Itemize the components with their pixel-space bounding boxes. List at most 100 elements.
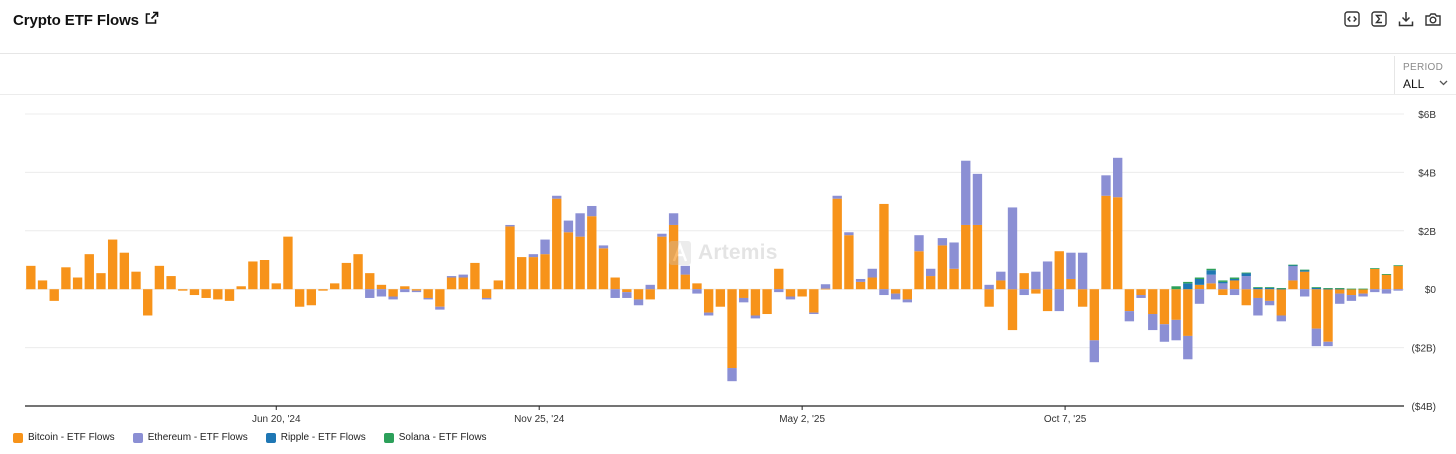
bar-segment[interactable] bbox=[1218, 280, 1228, 282]
bar-segment[interactable] bbox=[692, 283, 702, 290]
bar-segment[interactable] bbox=[809, 312, 819, 315]
bar-segment[interactable] bbox=[1276, 315, 1286, 322]
bar-segment[interactable] bbox=[1393, 265, 1403, 267]
bar-segment[interactable] bbox=[517, 257, 527, 290]
bar-segment[interactable] bbox=[1276, 288, 1286, 289]
bar-segment[interactable] bbox=[575, 213, 585, 237]
bar-segment[interactable] bbox=[1113, 197, 1123, 290]
bar-segment[interactable] bbox=[610, 277, 620, 290]
bar-segment[interactable] bbox=[1019, 273, 1029, 290]
bar-segment[interactable] bbox=[598, 248, 609, 290]
bar-segment[interactable] bbox=[563, 232, 574, 290]
bar-segment[interactable] bbox=[318, 289, 328, 291]
bar-segment[interactable] bbox=[680, 265, 690, 275]
bar-segment[interactable] bbox=[1113, 157, 1123, 198]
legend-item[interactable]: Ripple - ETF Flows bbox=[265, 432, 366, 443]
bar-segment[interactable] bbox=[446, 277, 457, 290]
bar-segment[interactable] bbox=[1311, 289, 1322, 329]
bar-segment[interactable] bbox=[1042, 261, 1053, 290]
bar-segment[interactable] bbox=[1288, 265, 1298, 281]
bar-segment[interactable] bbox=[703, 289, 714, 313]
bar-segment[interactable] bbox=[481, 289, 492, 298]
bar-segment[interactable] bbox=[376, 289, 387, 297]
bar-segment[interactable] bbox=[1276, 288, 1286, 290]
bar-segment[interactable] bbox=[1323, 289, 1333, 342]
bar-segment[interactable] bbox=[1229, 289, 1240, 296]
bar-segment[interactable] bbox=[1370, 268, 1380, 269]
bar-segment[interactable] bbox=[1089, 289, 1099, 341]
bar-segment[interactable] bbox=[1335, 288, 1345, 290]
bar-segment[interactable] bbox=[1311, 287, 1322, 290]
bar-segment[interactable] bbox=[1346, 295, 1357, 301]
bar-segment[interactable] bbox=[1241, 276, 1251, 290]
bar-segment[interactable] bbox=[166, 276, 176, 290]
bar-segment[interactable] bbox=[715, 289, 726, 307]
bar-segment[interactable] bbox=[809, 289, 819, 313]
bar-segment[interactable] bbox=[1194, 284, 1205, 290]
bar-segment[interactable] bbox=[1054, 289, 1064, 312]
sigma-icon[interactable] bbox=[1370, 10, 1388, 28]
camera-icon[interactable] bbox=[1424, 10, 1442, 28]
bar-segment[interactable] bbox=[727, 289, 737, 369]
bar-segment[interactable] bbox=[996, 271, 1006, 281]
bar-segment[interactable] bbox=[49, 289, 59, 301]
bar-segment[interactable] bbox=[1299, 269, 1310, 271]
bar-segment[interactable] bbox=[1042, 289, 1053, 312]
bar-segment[interactable] bbox=[1358, 288, 1368, 290]
bar-segment[interactable] bbox=[1381, 274, 1392, 290]
bar-segment[interactable] bbox=[1299, 289, 1310, 297]
bar-segment[interactable] bbox=[902, 299, 912, 303]
bar-segment[interactable] bbox=[388, 289, 398, 297]
bar-segment[interactable] bbox=[1148, 314, 1158, 331]
bar-segment[interactable] bbox=[844, 235, 854, 290]
bar-segment[interactable] bbox=[528, 254, 539, 258]
bar-segment[interactable] bbox=[657, 236, 667, 290]
bar-segment[interactable] bbox=[423, 289, 433, 298]
bar-segment[interactable] bbox=[1066, 252, 1076, 279]
bar-segment[interactable] bbox=[739, 289, 749, 298]
bar-segment[interactable] bbox=[1218, 283, 1228, 290]
bar-segment[interactable] bbox=[1346, 289, 1357, 296]
download-icon[interactable] bbox=[1397, 10, 1415, 28]
bar-segment[interactable] bbox=[1241, 273, 1251, 277]
bar-segment[interactable] bbox=[458, 274, 468, 278]
bar-segment[interactable] bbox=[961, 160, 971, 225]
bar-segment[interactable] bbox=[283, 236, 293, 290]
bar-segment[interactable] bbox=[1264, 287, 1275, 288]
bar-segment[interactable] bbox=[446, 276, 457, 278]
bar-segment[interactable] bbox=[1264, 289, 1275, 301]
bar-segment[interactable] bbox=[1019, 289, 1029, 296]
legend-item[interactable]: Solana - ETF Flows bbox=[383, 432, 487, 443]
bar-segment[interactable] bbox=[750, 315, 761, 319]
bar-segment[interactable] bbox=[365, 273, 375, 290]
bar-segment[interactable] bbox=[1089, 340, 1099, 363]
bar-segment[interactable] bbox=[855, 281, 866, 290]
bar-segment[interactable] bbox=[949, 242, 959, 269]
bar-segment[interactable] bbox=[1299, 270, 1310, 272]
bar-segment[interactable] bbox=[540, 254, 550, 290]
bar-segment[interactable] bbox=[1311, 328, 1322, 347]
bar-segment[interactable] bbox=[259, 260, 270, 290]
bar-segment[interactable] bbox=[131, 271, 141, 290]
bar-segment[interactable] bbox=[1323, 288, 1333, 289]
bar-segment[interactable] bbox=[692, 289, 702, 294]
bar-segment[interactable] bbox=[493, 280, 503, 290]
bar-segment[interactable] bbox=[762, 289, 772, 315]
bar-segment[interactable] bbox=[1136, 289, 1146, 296]
bar-segment[interactable] bbox=[774, 268, 784, 290]
bar-segment[interactable] bbox=[926, 276, 936, 290]
bar-segment[interactable] bbox=[984, 289, 994, 307]
bar-segment[interactable] bbox=[703, 312, 714, 316]
bar-segment[interactable] bbox=[727, 368, 737, 382]
bar-segment[interactable] bbox=[1194, 277, 1205, 279]
bar-segment[interactable] bbox=[470, 262, 480, 290]
bar-segment[interactable] bbox=[365, 289, 375, 298]
bar-segment[interactable] bbox=[1393, 289, 1403, 291]
bar-segment[interactable] bbox=[1194, 278, 1205, 285]
bar-segment[interactable] bbox=[37, 280, 48, 290]
bar-segment[interactable] bbox=[26, 265, 36, 290]
bar-segment[interactable] bbox=[189, 289, 200, 296]
bar-segment[interactable] bbox=[633, 299, 644, 306]
bar-segment[interactable] bbox=[1183, 289, 1193, 336]
bar-segment[interactable] bbox=[832, 195, 842, 199]
